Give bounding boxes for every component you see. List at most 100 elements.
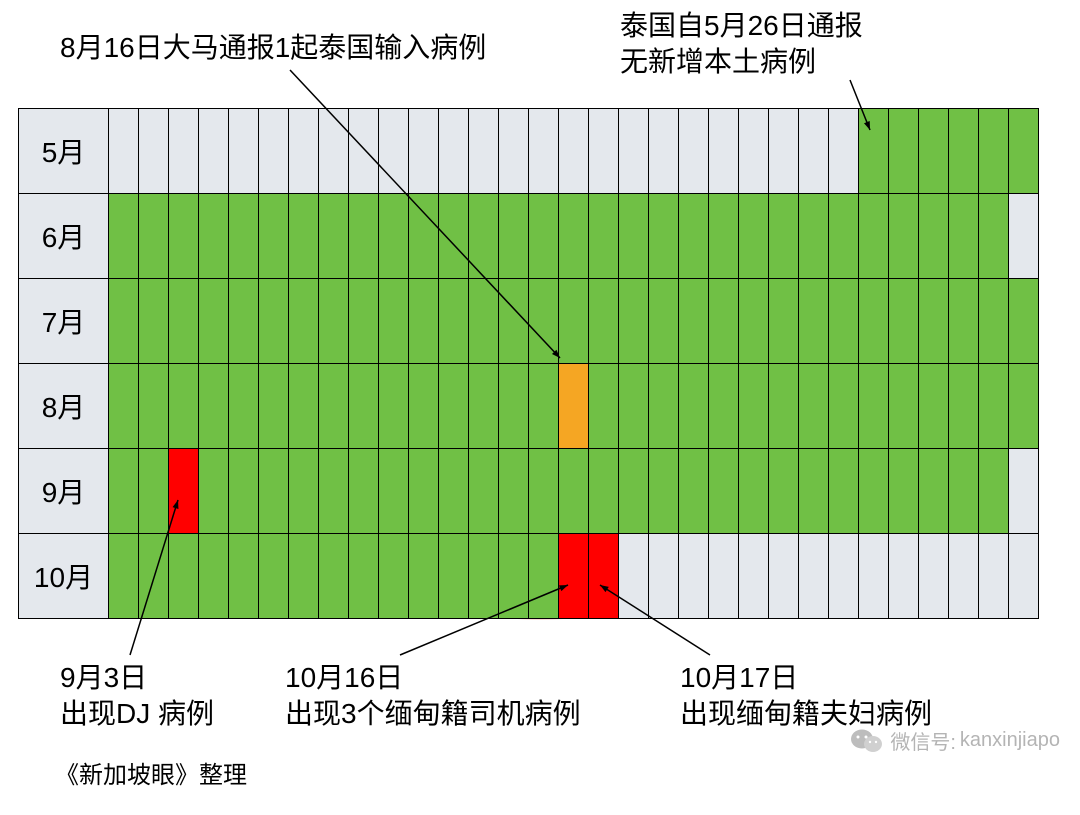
day-cell [229, 194, 259, 279]
day-cell [379, 449, 409, 534]
day-cell [619, 364, 649, 449]
day-cell [199, 534, 229, 619]
day-cell [649, 279, 679, 364]
day-cell [919, 109, 949, 194]
day-cell [949, 534, 979, 619]
month-label: 8月 [19, 364, 109, 449]
day-cell [739, 279, 769, 364]
day-cell [319, 194, 349, 279]
day-cell [349, 109, 379, 194]
day-cell [559, 194, 589, 279]
day-cell [169, 194, 199, 279]
day-cell [709, 109, 739, 194]
day-cell [769, 194, 799, 279]
day-cell [409, 364, 439, 449]
day-cell [439, 364, 469, 449]
day-cell [289, 449, 319, 534]
calendar-heatmap: 5月6月7月8月9月10月 [18, 108, 1039, 619]
day-cell [469, 364, 499, 449]
day-cell [829, 109, 859, 194]
day-cell [799, 534, 829, 619]
day-cell [889, 449, 919, 534]
day-cell [439, 449, 469, 534]
day-cell [859, 194, 889, 279]
day-cell [709, 279, 739, 364]
day-cell [169, 364, 199, 449]
day-cell [919, 279, 949, 364]
day-cell [259, 194, 289, 279]
day-cell [109, 364, 139, 449]
day-cell [739, 449, 769, 534]
day-cell [289, 109, 319, 194]
day-cell [619, 449, 649, 534]
day-cell [409, 109, 439, 194]
day-cell [1009, 364, 1039, 449]
day-cell [769, 364, 799, 449]
day-cell [349, 449, 379, 534]
day-cell [1009, 534, 1039, 619]
day-cell [889, 364, 919, 449]
day-cell [319, 109, 349, 194]
day-cell [439, 109, 469, 194]
day-cell [469, 194, 499, 279]
day-cell [169, 534, 199, 619]
day-cell [889, 279, 919, 364]
day-cell [589, 449, 619, 534]
day-cell [949, 279, 979, 364]
day-cell [379, 534, 409, 619]
day-cell [949, 449, 979, 534]
day-cell [859, 534, 889, 619]
day-cell [469, 449, 499, 534]
day-cell [649, 109, 679, 194]
day-cell [1009, 279, 1039, 364]
day-cell [889, 109, 919, 194]
wechat-id: kanxinjiapo [960, 729, 1060, 752]
wechat-watermark: 微信号: kanxinjiapo [850, 726, 1060, 755]
annotation-sep3: 9月3日出现DJ 病例 [60, 660, 214, 733]
day-cell [169, 449, 199, 534]
day-cell [829, 194, 859, 279]
day-cell [169, 109, 199, 194]
day-cell [139, 449, 169, 534]
day-cell [829, 449, 859, 534]
day-cell [529, 194, 559, 279]
annotation-oct16: 10月16日出现3个缅甸籍司机病例 [285, 660, 581, 733]
day-cell [709, 364, 739, 449]
day-cell [499, 194, 529, 279]
day-cell [889, 534, 919, 619]
day-cell [229, 279, 259, 364]
day-cell [859, 279, 889, 364]
day-cell [469, 109, 499, 194]
day-cell [319, 449, 349, 534]
day-cell [319, 279, 349, 364]
day-cell [859, 364, 889, 449]
day-cell [349, 364, 379, 449]
day-cell [319, 534, 349, 619]
day-cell [769, 449, 799, 534]
day-cell [1009, 109, 1039, 194]
day-cell [409, 534, 439, 619]
day-cell [139, 109, 169, 194]
day-cell [949, 194, 979, 279]
day-cell [169, 279, 199, 364]
day-cell [289, 534, 319, 619]
day-cell [679, 109, 709, 194]
day-cell [109, 534, 139, 619]
day-cell [679, 364, 709, 449]
day-cell [349, 534, 379, 619]
day-cell [979, 449, 1009, 534]
day-cell [559, 534, 589, 619]
day-cell [619, 109, 649, 194]
month-label: 6月 [19, 194, 109, 279]
annotation-aug16: 8月16日大马通报1起泰国输入病例 [60, 30, 486, 66]
day-cell [649, 364, 679, 449]
day-cell [949, 109, 979, 194]
day-cell [889, 194, 919, 279]
day-cell [619, 279, 649, 364]
day-cell [409, 194, 439, 279]
day-cell [409, 449, 439, 534]
day-cell [679, 194, 709, 279]
month-label: 5月 [19, 109, 109, 194]
day-cell [589, 534, 619, 619]
day-cell [379, 279, 409, 364]
